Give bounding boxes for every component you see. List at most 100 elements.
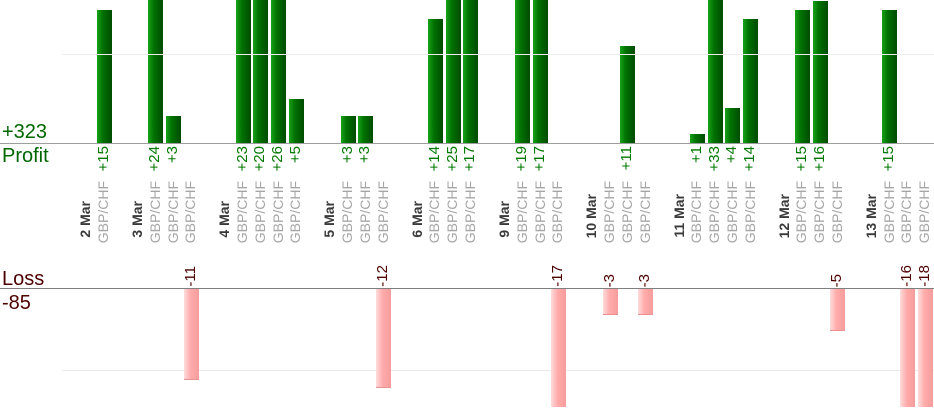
instrument-label: GBP/CHF — [741, 180, 758, 243]
date-label: 13 Mar — [862, 193, 879, 238]
date-label: 9 Mar — [496, 201, 512, 238]
loss-bar[interactable] — [602, 289, 618, 315]
profit-total: +323 — [2, 121, 48, 143]
profit-bar[interactable] — [148, 0, 164, 143]
profit-chart-plot-area — [0, 0, 934, 143]
instrument-label: GBP/CHF — [146, 180, 163, 243]
loss-gridline — [62, 370, 934, 371]
profit-bar[interactable] — [288, 98, 304, 143]
profit-value-label: +16 — [810, 146, 828, 172]
profit-value-label: +19 — [513, 146, 531, 172]
profit-value-label: +24 — [146, 146, 164, 172]
profit-value-label: +33 — [705, 146, 723, 172]
loss-bar[interactable] — [638, 289, 654, 315]
profit-value-label: +4 — [723, 146, 741, 164]
profit-bar[interactable] — [340, 116, 356, 143]
profit-bar[interactable] — [743, 19, 759, 143]
profit-bar[interactable] — [96, 10, 112, 143]
instrument-label: GBP/CHF — [549, 180, 566, 243]
profit-value-label: +17 — [461, 146, 479, 172]
profit-axis-label: Profit — [2, 145, 49, 167]
instrument-label: GBP/CHF — [356, 180, 373, 243]
profit-value-label: +14 — [425, 146, 443, 172]
date-label: 6 Mar — [408, 201, 425, 238]
profit-bar[interactable] — [794, 10, 810, 143]
date-label: 12 Mar — [775, 193, 792, 238]
instrument-label: GBP/CHF — [513, 180, 530, 243]
profit-bar[interactable] — [358, 116, 374, 143]
loss-bar[interactable] — [376, 289, 392, 389]
date-label: 2 Mar — [77, 201, 94, 238]
profit-bar[interactable] — [253, 0, 269, 143]
profit-value-label: +23 — [233, 146, 251, 172]
profit-bar[interactable] — [707, 0, 723, 143]
loss-bar[interactable] — [917, 289, 933, 407]
instrument-label: GBP/CHF — [234, 180, 251, 243]
loss-value-label: -3 — [600, 273, 618, 287]
profit-bar[interactable] — [533, 0, 548, 143]
instrument-label: GBP/CHF — [618, 180, 635, 243]
profit-bar[interactable] — [882, 10, 898, 143]
date-label: 11 Mar — [670, 194, 687, 238]
profit-bar[interactable] — [725, 107, 741, 143]
profit-value-label: +3 — [164, 146, 182, 164]
profit-value-label: +3 — [356, 146, 374, 164]
instrument-label: GBP/CHF — [95, 180, 111, 243]
date-label: 10 Mar — [583, 193, 600, 238]
instrument-label: GBP/CHF — [426, 180, 443, 243]
loss-bar[interactable] — [830, 289, 846, 331]
loss-bar[interactable] — [550, 289, 566, 407]
profit-gridline — [62, 54, 934, 55]
loss-value-label: -5 — [828, 273, 846, 287]
date-label: 5 Mar — [321, 201, 338, 238]
loss-value-label: -17 — [548, 265, 566, 287]
profit-value-label: +25 — [443, 146, 461, 172]
profit-bar[interactable] — [620, 45, 636, 143]
instrument-label: GBP/CHF — [251, 180, 268, 243]
instrument-label: GBP/CHF — [898, 180, 915, 243]
profit-value-label: +17 — [531, 146, 548, 172]
instrument-label: GBP/CHF — [164, 180, 181, 243]
profit-bar[interactable] — [515, 0, 531, 143]
instrument-label: GBP/CHF — [339, 180, 356, 243]
date-label: 4 Mar — [216, 201, 233, 238]
instrument-label: GBP/CHF — [182, 180, 199, 243]
instrument-label: GBP/CHF — [793, 180, 810, 243]
instrument-label: GBP/CHF — [916, 180, 933, 243]
profit-bar[interactable] — [235, 0, 251, 143]
profit-bar[interactable] — [445, 0, 461, 143]
loss-bar[interactable] — [899, 289, 915, 407]
loss-axis-label: Loss — [2, 268, 45, 290]
profit-value-label: +26 — [269, 146, 287, 172]
profit-value-label: +5 — [286, 146, 304, 164]
profit-bar[interactable] — [812, 1, 828, 143]
loss-bar[interactable] — [183, 289, 199, 381]
profit-bar[interactable] — [463, 0, 479, 143]
instrument-label: GBP/CHF — [269, 180, 286, 243]
loss-value-label: -12 — [374, 265, 392, 287]
profit-bar[interactable] — [166, 116, 182, 143]
instrument-label: GBP/CHF — [706, 180, 723, 243]
instrument-label: GBP/CHF — [531, 180, 548, 243]
profit-value-label: +20 — [251, 146, 269, 172]
instrument-label: GBP/CHF — [444, 180, 461, 243]
profit-bar[interactable] — [689, 134, 705, 143]
profit-bar[interactable] — [427, 19, 443, 143]
loss-value-label: -16 — [897, 265, 915, 287]
instrument-label: GBP/CHF — [880, 180, 897, 243]
loss-axis-line — [0, 288, 934, 289]
profit-value-label: +14 — [741, 146, 759, 172]
profit-value-label: +15 — [880, 146, 898, 172]
loss-value-label: -3 — [636, 273, 654, 287]
profit-value-label: +11 — [618, 146, 636, 171]
instrument-label: GBP/CHF — [374, 180, 391, 243]
profit-value-label: +15 — [94, 146, 112, 172]
profit-bar[interactable] — [271, 0, 287, 143]
instrument-label: GBP/CHF — [811, 180, 828, 243]
instrument-label: GBP/CHF — [688, 180, 705, 243]
profit-axis-line — [0, 143, 934, 144]
instrument-label: GBP/CHF — [636, 180, 653, 243]
instrument-label: GBP/CHF — [601, 180, 618, 243]
loss-value-label: -18 — [915, 265, 933, 287]
